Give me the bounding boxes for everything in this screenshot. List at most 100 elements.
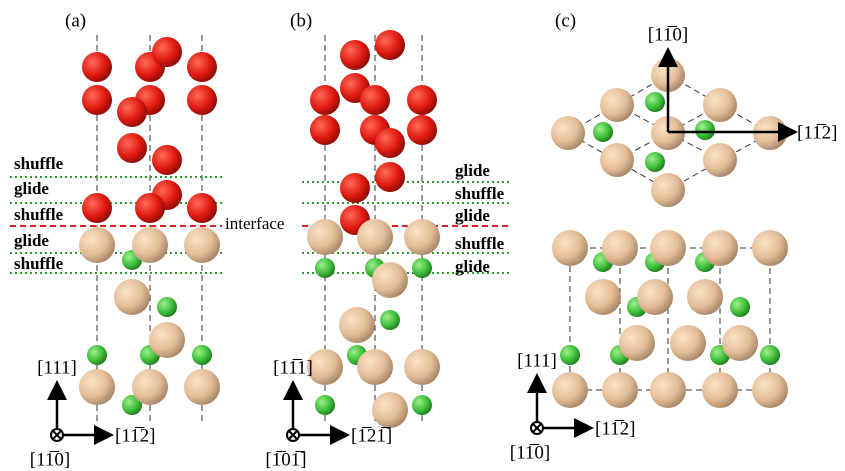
atom [360, 85, 390, 115]
atom [552, 230, 588, 266]
label: [111] [37, 357, 77, 378]
label: glide [14, 179, 49, 198]
atom [372, 392, 408, 428]
label: (b) [290, 10, 312, 31]
atom [600, 143, 634, 177]
atom [340, 173, 370, 203]
atom [407, 85, 437, 115]
label: [11̅0] [648, 24, 688, 45]
label: [1̅01̅] [265, 449, 306, 470]
atom [357, 349, 393, 385]
atom [404, 219, 440, 255]
atom [760, 345, 780, 365]
atom [132, 227, 168, 263]
atom [412, 395, 432, 415]
atom [412, 258, 432, 278]
atom [650, 230, 686, 266]
atom [593, 122, 613, 142]
atom [117, 97, 147, 127]
atom [703, 143, 737, 177]
atom [82, 52, 112, 82]
atom [135, 193, 165, 223]
atom [703, 88, 737, 122]
atom [650, 372, 686, 408]
atom [339, 307, 375, 343]
atom [404, 349, 440, 385]
atom [637, 279, 673, 315]
atom [552, 372, 588, 408]
atom [375, 162, 405, 192]
atom [702, 372, 738, 408]
atom [602, 230, 638, 266]
label: shuffle [14, 205, 64, 224]
atom [152, 37, 182, 67]
atom [695, 120, 715, 140]
label: [11̅2] [595, 418, 635, 439]
label: [11̅0] [510, 442, 550, 463]
atom [722, 325, 758, 361]
atom [752, 372, 788, 408]
label: glide [14, 231, 49, 250]
atom [551, 116, 585, 150]
atom [730, 297, 750, 317]
atom [600, 88, 634, 122]
label: [11̅1] [273, 357, 313, 378]
atom [157, 297, 177, 317]
atom [645, 92, 665, 112]
atom [184, 369, 220, 405]
atom [184, 227, 220, 263]
atom [340, 40, 370, 70]
atom [315, 395, 335, 415]
atom [645, 152, 665, 172]
label: glide [455, 257, 490, 276]
atom [114, 279, 150, 315]
atom [560, 345, 580, 365]
label: shuffle [455, 234, 505, 253]
atom [187, 52, 217, 82]
atom [375, 30, 405, 60]
atom [187, 85, 217, 115]
label: shuffle [14, 254, 64, 273]
atom [152, 145, 182, 175]
atom [149, 322, 185, 358]
atom [380, 310, 400, 330]
label: shuffle [455, 184, 505, 203]
atom [79, 369, 115, 405]
atom [702, 230, 738, 266]
label: glide [455, 206, 490, 225]
atom [310, 115, 340, 145]
label: glide [455, 161, 490, 180]
atom [310, 85, 340, 115]
atom [315, 258, 335, 278]
label: (a) [65, 10, 86, 31]
atom [82, 193, 112, 223]
atom [187, 193, 217, 223]
atom [117, 133, 147, 163]
label: (c) [555, 10, 576, 31]
atom [375, 128, 405, 158]
atom [670, 325, 706, 361]
atom [79, 227, 115, 263]
atom [651, 173, 685, 207]
atom [372, 262, 408, 298]
label: [11̅2] [115, 425, 155, 446]
atom [82, 85, 112, 115]
figure: (a) (b) (c) shuffle glide shuffle glide shuffle… [0, 0, 845, 471]
atom [357, 219, 393, 255]
atom [132, 369, 168, 405]
atom [585, 279, 621, 315]
atom [307, 219, 343, 255]
atom [619, 325, 655, 361]
label: [11̅2] [797, 122, 837, 143]
label: [11̅0] [30, 449, 70, 470]
label: shuffle [14, 154, 64, 173]
structure: (a) (b) (c) shuffle glide shuffle glide shuffle… [10, 10, 837, 470]
atom [752, 230, 788, 266]
label: [111] [517, 350, 557, 371]
label: interface [225, 214, 284, 233]
atom [687, 279, 723, 315]
label: [1̅21̅] [351, 425, 392, 446]
atom [192, 345, 212, 365]
atom [407, 115, 437, 145]
atom [602, 372, 638, 408]
